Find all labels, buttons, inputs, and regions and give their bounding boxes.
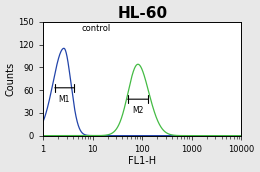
Text: control: control bbox=[82, 24, 111, 33]
Title: HL-60: HL-60 bbox=[117, 6, 167, 21]
X-axis label: FL1-H: FL1-H bbox=[128, 157, 156, 166]
Y-axis label: Counts: Counts bbox=[5, 62, 16, 96]
Text: M2: M2 bbox=[132, 106, 144, 115]
Text: M1: M1 bbox=[59, 95, 70, 104]
